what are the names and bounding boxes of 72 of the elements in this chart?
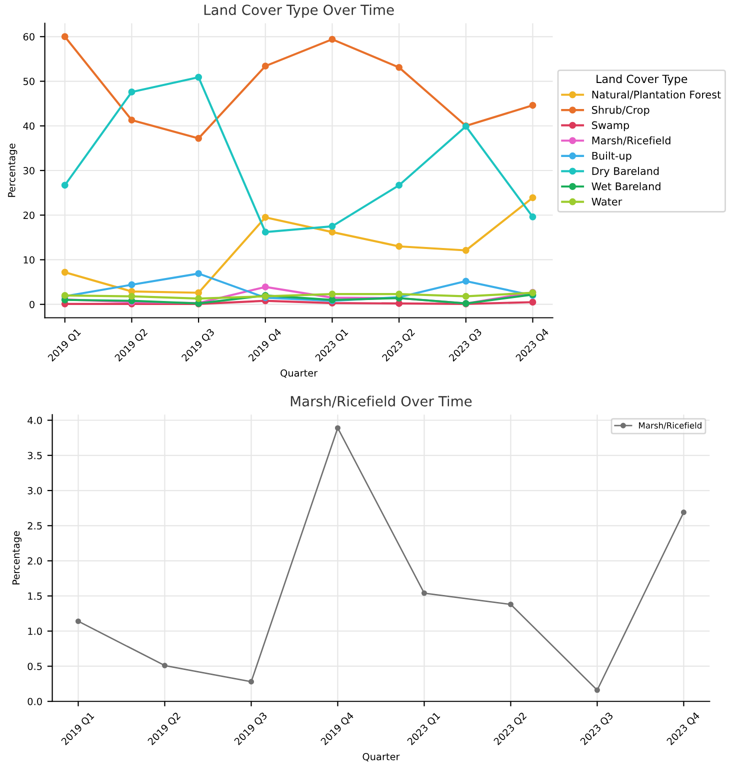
point bbox=[328, 290, 336, 298]
point bbox=[61, 182, 68, 189]
y-tick-label: 20 bbox=[23, 212, 34, 219]
point bbox=[195, 295, 202, 302]
legend-label: Shrub/Crop bbox=[592, 106, 650, 116]
point bbox=[195, 74, 202, 81]
y-tick-label: 0.0 bbox=[28, 698, 42, 706]
y-tick-label: 3.5 bbox=[28, 452, 42, 460]
point bbox=[396, 64, 403, 71]
legend-label: Marsh/Ricefield bbox=[592, 136, 670, 146]
point bbox=[262, 62, 269, 70]
chart-title: Land Cover Type Over Time bbox=[204, 4, 394, 18]
point bbox=[128, 88, 136, 96]
y-tick-label: 2.5 bbox=[28, 522, 42, 530]
legend-label: Dry Bareland bbox=[592, 166, 659, 178]
y-tick-label: 30 bbox=[23, 166, 34, 174]
legend-title: Land Cover Type bbox=[596, 74, 688, 86]
point bbox=[195, 270, 202, 278]
point bbox=[195, 134, 202, 142]
point bbox=[529, 213, 536, 220]
point bbox=[61, 268, 68, 276]
point bbox=[195, 289, 202, 296]
point bbox=[529, 102, 536, 109]
chart-title: Marsh/Ricefield Over Time bbox=[290, 396, 472, 408]
point bbox=[75, 618, 82, 624]
legend-label: Marsh/Ricefield bbox=[639, 422, 702, 430]
y-axis-title: Percentage bbox=[12, 531, 22, 584]
point bbox=[421, 590, 427, 596]
y-tick-label: 1.5 bbox=[28, 592, 42, 600]
y-tick-label: 60 bbox=[23, 33, 34, 40]
point bbox=[396, 242, 403, 250]
point bbox=[262, 214, 269, 221]
legend-label: Swamp bbox=[592, 121, 630, 132]
y-tick-label: 40 bbox=[23, 122, 34, 130]
point bbox=[594, 687, 600, 693]
point bbox=[529, 298, 536, 306]
y-tick-label: 1.0 bbox=[28, 628, 42, 635]
legend-label: Natural/Plantation Forest bbox=[592, 90, 721, 100]
point bbox=[128, 116, 136, 124]
y-tick-label: 2.0 bbox=[28, 557, 42, 565]
y-tick-label: 0 bbox=[30, 300, 34, 308]
point bbox=[462, 246, 470, 254]
point bbox=[396, 300, 403, 307]
point bbox=[529, 194, 536, 202]
legend-label: Built-up bbox=[592, 152, 632, 162]
x-axis-title: Quarter bbox=[280, 369, 318, 378]
x-axis-title: Quarter bbox=[362, 752, 400, 762]
y-axis-title: Percentage bbox=[8, 144, 18, 197]
point bbox=[262, 283, 269, 290]
point bbox=[128, 292, 136, 300]
point bbox=[61, 33, 68, 40]
point bbox=[334, 425, 340, 431]
y-tick-label: 50 bbox=[23, 78, 34, 86]
point bbox=[262, 228, 269, 236]
point bbox=[328, 222, 336, 230]
point bbox=[462, 292, 470, 300]
y-tick-label: 10 bbox=[24, 256, 34, 264]
point bbox=[508, 602, 514, 608]
point bbox=[396, 182, 403, 189]
point bbox=[396, 290, 403, 298]
point bbox=[128, 281, 136, 288]
y-tick-label: 0.5 bbox=[28, 662, 42, 670]
point bbox=[328, 36, 336, 43]
y-tick-label: 3.0 bbox=[28, 487, 42, 494]
legend-label: Water bbox=[592, 198, 622, 206]
point bbox=[248, 678, 254, 684]
point bbox=[328, 228, 336, 236]
y-tick-label: 4.0 bbox=[28, 416, 42, 424]
point bbox=[162, 662, 168, 668]
point bbox=[462, 278, 470, 285]
legend-label: Wet Bareland bbox=[592, 182, 660, 190]
point bbox=[680, 510, 686, 516]
